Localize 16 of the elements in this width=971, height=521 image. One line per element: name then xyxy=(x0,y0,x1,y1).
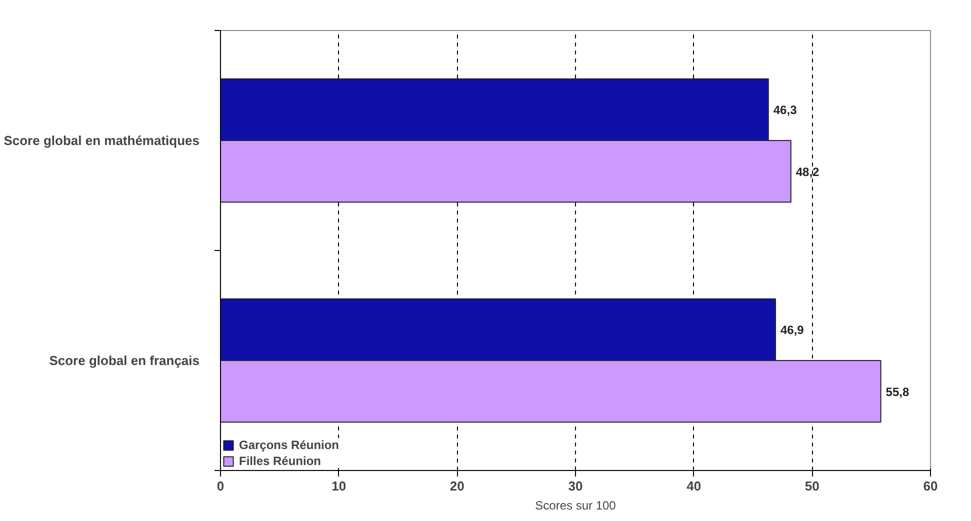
x-tick-label: 10 xyxy=(332,478,346,494)
x-tick-label: 20 xyxy=(450,478,464,494)
data-label: 46,3 xyxy=(773,103,798,118)
legend-label: Garçons Réunion xyxy=(239,438,340,452)
data-label: 48,2 xyxy=(796,164,820,179)
legend-label: Filles Réunion xyxy=(239,454,322,468)
x-tick-label: 40 xyxy=(686,478,702,494)
x-tick-label: 0 xyxy=(216,478,224,494)
x-tick-label: 30 xyxy=(568,478,583,494)
x-tick-label: 60 xyxy=(923,478,938,494)
y-tick-label: Score global en français xyxy=(49,353,200,368)
x-tick-label: 50 xyxy=(804,478,820,494)
x-axis-title: Scores sur 100 xyxy=(535,498,616,512)
y-tick-label: Score global en mathématiques xyxy=(4,133,200,148)
data-label: 46,9 xyxy=(780,323,804,338)
data-label: 55,8 xyxy=(886,384,910,399)
